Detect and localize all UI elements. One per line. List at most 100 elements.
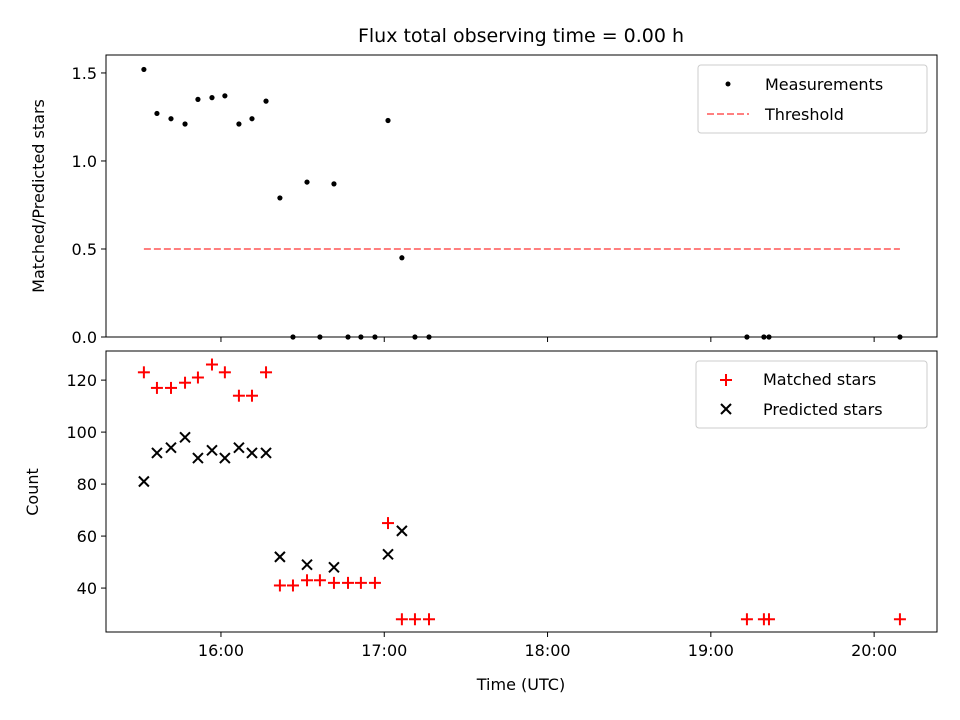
legend-threshold-label: Threshold: [764, 105, 844, 124]
predicted-star-point: [233, 441, 245, 454]
matched-star-point: [342, 576, 355, 589]
matched-star-point: [286, 579, 299, 592]
x-tick-label: 19:00: [688, 641, 734, 660]
y-tick-label: 1.0: [72, 152, 97, 171]
x-b: [165, 441, 177, 454]
y-tick-label: 0.5: [72, 240, 97, 259]
x-b: [151, 447, 163, 459]
matched-star-point: [150, 381, 163, 394]
x-b: [382, 548, 394, 560]
matched-star-point: [205, 358, 218, 371]
legend-predicted-label: Predicted stars: [763, 400, 883, 419]
matched-star-point: [260, 366, 273, 379]
chart-title: Flux total observing time = 0.00 h: [358, 25, 684, 47]
matched-star-point: [762, 613, 775, 626]
predicted-star-point: [301, 558, 313, 571]
measurement-point: [141, 66, 147, 73]
x-tick-label: 17:00: [361, 641, 407, 660]
x-b: [328, 561, 340, 573]
plot-area: [141, 66, 903, 340]
predicted-star-point: [151, 447, 163, 459]
legend-matched-label: Matched stars: [763, 370, 876, 389]
legend-measurements-label: Measurements: [765, 75, 883, 94]
x-tick-label: 18:00: [524, 641, 570, 660]
x-b: [301, 558, 313, 571]
matched-star-point: [164, 381, 177, 394]
measurement-point: [277, 195, 283, 201]
measurement-point: [195, 96, 201, 102]
x-b: [246, 447, 258, 459]
predicted-star-point: [192, 452, 204, 464]
predicted-star-point: [246, 447, 258, 459]
legend-predicted-marker: [720, 403, 732, 415]
y-tick-label: 120: [66, 371, 97, 390]
measurement-point: [236, 121, 242, 127]
axes-frame: [105, 350, 938, 633]
legend-measurements-marker: [725, 81, 731, 87]
matched-star-point: [408, 613, 421, 626]
measurement-point: [331, 181, 337, 187]
x-b: [219, 452, 231, 464]
measurement-point: [222, 93, 228, 99]
matched-star-point: [273, 579, 286, 592]
legend-matched-marker: [720, 374, 732, 386]
y-tick-label: 0.0: [72, 328, 97, 347]
measurement-point: [385, 117, 391, 124]
matched-star-point: [191, 371, 204, 384]
matched-star-point: [368, 576, 381, 589]
bottom-legend: Matched stars Predicted stars: [695, 360, 928, 429]
predicted-star-point: [260, 447, 272, 459]
x-b: [206, 444, 218, 457]
x-b: [274, 551, 286, 563]
matched-star-point: [422, 613, 435, 626]
x-tick-label: 20:00: [851, 641, 897, 660]
predicted-star-point: [274, 551, 286, 563]
top-y-axis-label: Matched/Predicted stars: [29, 99, 48, 293]
predicted-star-point: [206, 444, 218, 457]
measurement-point: [182, 121, 188, 127]
x-b: [233, 441, 245, 454]
top-plot-ratio: 0.0 0.5 1.0 1.5: [72, 54, 938, 347]
x-b: [179, 431, 191, 444]
matched-star-point: [218, 366, 231, 379]
x-axis-label: Time (UTC): [476, 675, 565, 694]
y-tick-label: 40: [77, 579, 97, 598]
y-tick-label: 80: [77, 475, 97, 494]
matched-star-point: [327, 576, 340, 589]
x-b: [138, 475, 150, 488]
x-tick-label: 16:00: [198, 641, 244, 660]
matched-star-point: [354, 576, 367, 589]
bottom-plot-counts: 40 60 80 100 120 16:00 17:00 18:00 19:00 20:00: [66, 350, 938, 660]
x-b: [192, 452, 204, 464]
y-tick-label: 100: [66, 423, 97, 442]
measurement-point: [168, 116, 174, 122]
bottom-y-axis-label: Count: [23, 468, 42, 516]
matched-star-point: [179, 376, 192, 389]
matched-star-point: [137, 366, 150, 379]
axes-frame: [105, 54, 938, 338]
matched-star-point: [313, 574, 326, 587]
predicted-star-point: [179, 431, 191, 444]
matched-star-point: [740, 613, 753, 626]
measurement-point: [304, 179, 310, 185]
y-tick-label: 1.5: [72, 64, 97, 83]
measurement-point: [263, 98, 269, 104]
matched-star-point: [232, 389, 245, 402]
matched-star-point: [382, 517, 395, 530]
predicted-star-point: [328, 561, 340, 573]
matched-star-point: [395, 613, 408, 626]
predicted-star-point: [382, 548, 394, 560]
measurement-point: [399, 255, 405, 261]
matched-star-point: [301, 574, 314, 587]
y-tick-label: 60: [77, 527, 97, 546]
measurement-point: [209, 94, 215, 101]
measurement-point: [154, 110, 160, 117]
predicted-star-point: [219, 452, 231, 464]
predicted-star-point: [138, 475, 150, 488]
plot-area: [137, 358, 906, 626]
top-legend: Measurements Threshold: [697, 64, 928, 134]
x-b: [260, 447, 272, 459]
predicted-star-point: [165, 441, 177, 454]
matched-star-point: [245, 389, 258, 402]
